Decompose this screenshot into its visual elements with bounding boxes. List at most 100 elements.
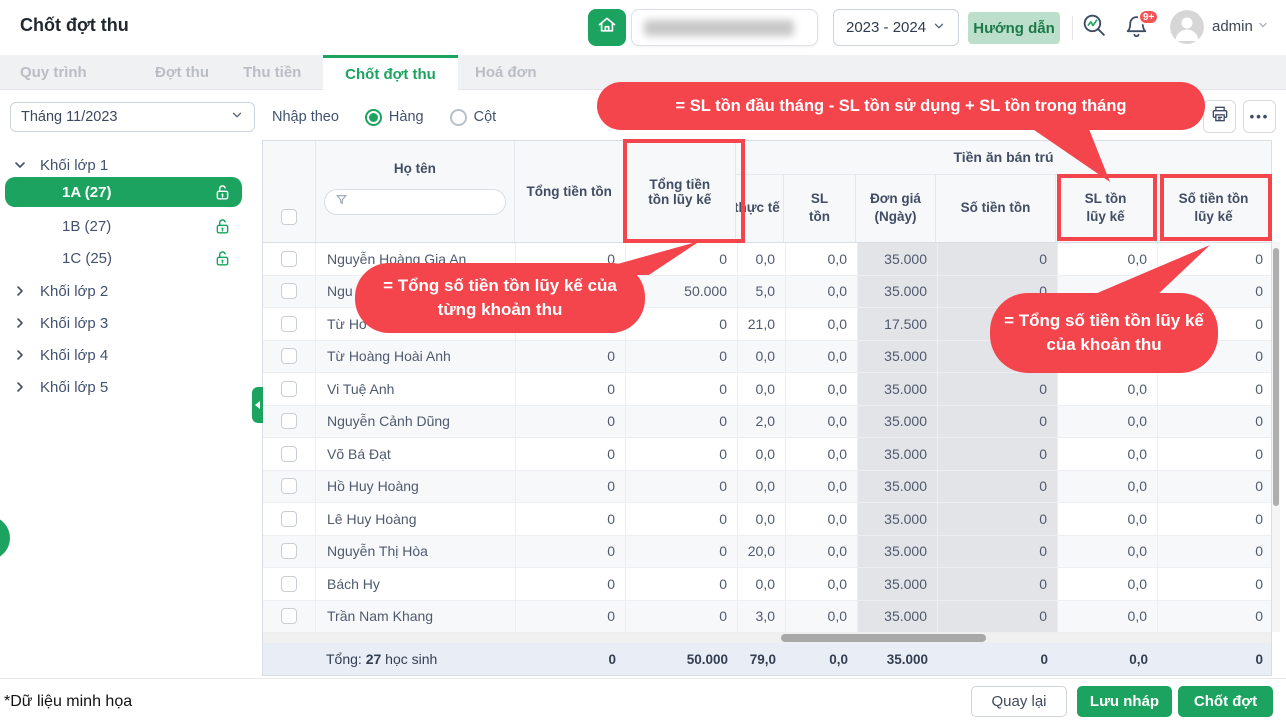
cell-sl-ton-luy-ke[interactable]: 0,0 <box>1058 600 1158 632</box>
cell-tong-tien-ton[interactable]: 0 <box>516 600 626 632</box>
cell-sl-ton[interactable]: 0,0 <box>786 600 858 632</box>
finalize-button[interactable]: Chốt đợt <box>1178 686 1273 717</box>
cell-sl-thuc-te[interactable]: 3,0 <box>738 600 786 632</box>
back-button[interactable]: Quay lại <box>971 686 1067 717</box>
tree-class-1c[interactable]: 1C (25) <box>0 243 256 273</box>
tree-group-khối-lớp-4[interactable]: Khối lớp 4 <box>0 340 256 370</box>
cell-sl-thuc-te[interactable]: 0,0 <box>738 470 786 502</box>
cell-sl-ton-luy-ke[interactable]: 0,0 <box>1058 568 1158 600</box>
cell-so-tien-ton-luy-ke[interactable]: 0 <box>1255 510 1263 527</box>
cell-tong-tien-ton-luy-ke[interactable]: 0 <box>626 568 738 600</box>
cell-sl-thuc-te[interactable]: 20,0 <box>738 535 786 567</box>
row-checkbox[interactable] <box>281 445 297 462</box>
row-checkbox[interactable] <box>281 510 297 527</box>
row-checkbox[interactable] <box>281 478 297 495</box>
cell-tong-tien-ton-luy-ke[interactable]: 0 <box>626 535 738 567</box>
cell-sl-ton[interactable]: 0,0 <box>786 373 858 405</box>
cell-tong-tien-ton-luy-ke[interactable]: 0 <box>626 438 738 470</box>
cell-tong-tien-ton-luy-ke[interactable]: 0 <box>626 373 738 405</box>
tab-1[interactable]: Quy trình <box>20 64 87 81</box>
cell-tong-tien-ton[interactable]: 0 <box>516 503 626 535</box>
month-filter-select[interactable]: Tháng 11/2023 <box>10 102 255 132</box>
row-checkbox[interactable] <box>281 413 297 430</box>
lookup-button[interactable] <box>1080 14 1108 42</box>
radio-row[interactable]: Hàng <box>364 108 424 126</box>
tree-group-khối-lớp-3[interactable]: Khối lớp 3 <box>0 308 256 338</box>
cell-tong-tien-ton-luy-ke[interactable]: 0 <box>626 340 738 372</box>
school-year-select[interactable]: 2023 - 2024 <box>833 9 959 46</box>
tree-group-khối-lớp-5[interactable]: Khối lớp 5 <box>0 372 256 402</box>
cell-sl-ton[interactable]: 0,0 <box>786 568 858 600</box>
tree-group-khối-lớp-2[interactable]: Khối lớp 2 <box>0 276 256 306</box>
cell-sl-ton-luy-ke[interactable]: 0,0 <box>1058 438 1158 470</box>
cell-tong-tien-ton-luy-ke[interactable]: 0 <box>626 308 738 340</box>
row-checkbox[interactable] <box>281 575 297 592</box>
cell-so-tien-ton-luy-ke[interactable]: 0 <box>1255 575 1263 592</box>
cell-sl-thuc-te[interactable]: 0,0 <box>738 438 786 470</box>
tree-class-1a[interactable]: 1A (27) <box>5 177 242 207</box>
cell-sl-thuc-te[interactable]: 0,0 <box>738 373 786 405</box>
sidebar-collapse-handle[interactable] <box>252 387 263 423</box>
cell-sl-ton-luy-ke[interactable]: 0,0 <box>1058 503 1158 535</box>
cell-sl-thuc-te[interactable]: 0,0 <box>738 340 786 372</box>
cell-sl-ton[interactable]: 0,0 <box>786 503 858 535</box>
row-checkbox[interactable] <box>281 315 297 332</box>
cell-tong-tien-ton-luy-ke[interactable]: 50.000 <box>626 275 738 307</box>
row-checkbox[interactable] <box>281 380 297 397</box>
cell-sl-ton-luy-ke[interactable]: 0,0 <box>1058 535 1158 567</box>
cell-sl-thuc-te[interactable]: 5,0 <box>738 275 786 307</box>
notifications-button[interactable]: 9+ <box>1124 9 1160 42</box>
home-button[interactable] <box>588 9 626 46</box>
cell-sl-ton[interactable]: 0,0 <box>786 275 858 307</box>
cell-so-tien-ton-luy-ke[interactable]: 0 <box>1255 283 1263 300</box>
cell-sl-thuc-te[interactable]: 21,0 <box>738 308 786 340</box>
cell-sl-ton[interactable]: 0,0 <box>786 535 858 567</box>
cell-so-tien-ton-luy-ke[interactable]: 0 <box>1255 608 1263 625</box>
cell-sl-ton-luy-ke[interactable]: 0,0 <box>1058 405 1158 437</box>
horizontal-scrollbar-thumb[interactable] <box>781 634 986 642</box>
vertical-scrollbar-thumb[interactable] <box>1273 248 1279 506</box>
cell-tong-tien-ton[interactable]: 0 <box>516 405 626 437</box>
cell-sl-ton[interactable]: 0,0 <box>786 340 858 372</box>
name-filter-input[interactable] <box>323 189 506 215</box>
cell-sl-thuc-te[interactable]: 2,0 <box>738 405 786 437</box>
row-checkbox[interactable] <box>281 608 297 625</box>
tree-class-1b[interactable]: 1B (27) <box>0 211 256 241</box>
cell-sl-ton[interactable]: 0,0 <box>786 438 858 470</box>
avatar[interactable] <box>1170 10 1204 44</box>
cell-so-tien-ton-luy-ke[interactable]: 0 <box>1255 250 1263 267</box>
cell-tong-tien-ton-luy-ke[interactable]: 0 <box>626 405 738 437</box>
tab-2[interactable]: Đợt thu <box>155 64 209 81</box>
cell-sl-thuc-te[interactable]: 0,0 <box>738 243 786 275</box>
cell-so-tien-ton-luy-ke[interactable]: 0 <box>1255 315 1263 332</box>
select-all-checkbox[interactable] <box>280 209 297 225</box>
cell-sl-thuc-te[interactable]: 0,0 <box>738 503 786 535</box>
cell-tong-tien-ton-luy-ke[interactable]: 0 <box>626 600 738 632</box>
radio-column[interactable]: Cột <box>449 108 496 126</box>
cell-tong-tien-ton[interactable]: 0 <box>516 243 626 275</box>
user-menu[interactable]: admin <box>1212 18 1269 35</box>
cell-so-tien-ton-luy-ke[interactable]: 0 <box>1255 478 1263 495</box>
cell-tong-tien-ton-luy-ke[interactable]: 0 <box>626 503 738 535</box>
more-options-button[interactable]: ••• <box>1243 100 1276 133</box>
print-button[interactable] <box>1203 100 1236 133</box>
row-checkbox[interactable] <box>281 250 297 267</box>
cell-so-tien-ton-luy-ke[interactable]: 0 <box>1255 348 1263 365</box>
cell-tong-tien-ton[interactable]: 0 <box>516 568 626 600</box>
cell-sl-ton[interactable]: 0,0 <box>786 308 858 340</box>
cell-sl-thuc-te[interactable]: 0,0 <box>738 568 786 600</box>
row-checkbox[interactable] <box>281 283 297 300</box>
cell-tong-tien-ton-luy-ke[interactable]: 0 <box>626 243 738 275</box>
cell-so-tien-ton-luy-ke[interactable]: 0 <box>1255 413 1263 430</box>
cell-tong-tien-ton[interactable]: 0 <box>516 438 626 470</box>
tab-5[interactable]: Hoá đơn <box>475 64 537 81</box>
cell-tong-tien-ton-luy-ke[interactable]: 0 <box>626 470 738 502</box>
cell-tong-tien-ton[interactable]: 0 <box>516 340 626 372</box>
cell-sl-ton-luy-ke[interactable]: 0,0 <box>1058 470 1158 502</box>
tab-3[interactable]: Thu tiền <box>243 64 302 81</box>
row-checkbox[interactable] <box>281 348 297 365</box>
tab-4[interactable]: Chốt đợt thu <box>323 55 458 90</box>
tree-group-khối-lớp-1[interactable]: Khối lớp 1 <box>0 150 256 180</box>
school-name-field[interactable] <box>631 9 818 46</box>
cell-tong-tien-ton[interactable]: 0 <box>516 535 626 567</box>
